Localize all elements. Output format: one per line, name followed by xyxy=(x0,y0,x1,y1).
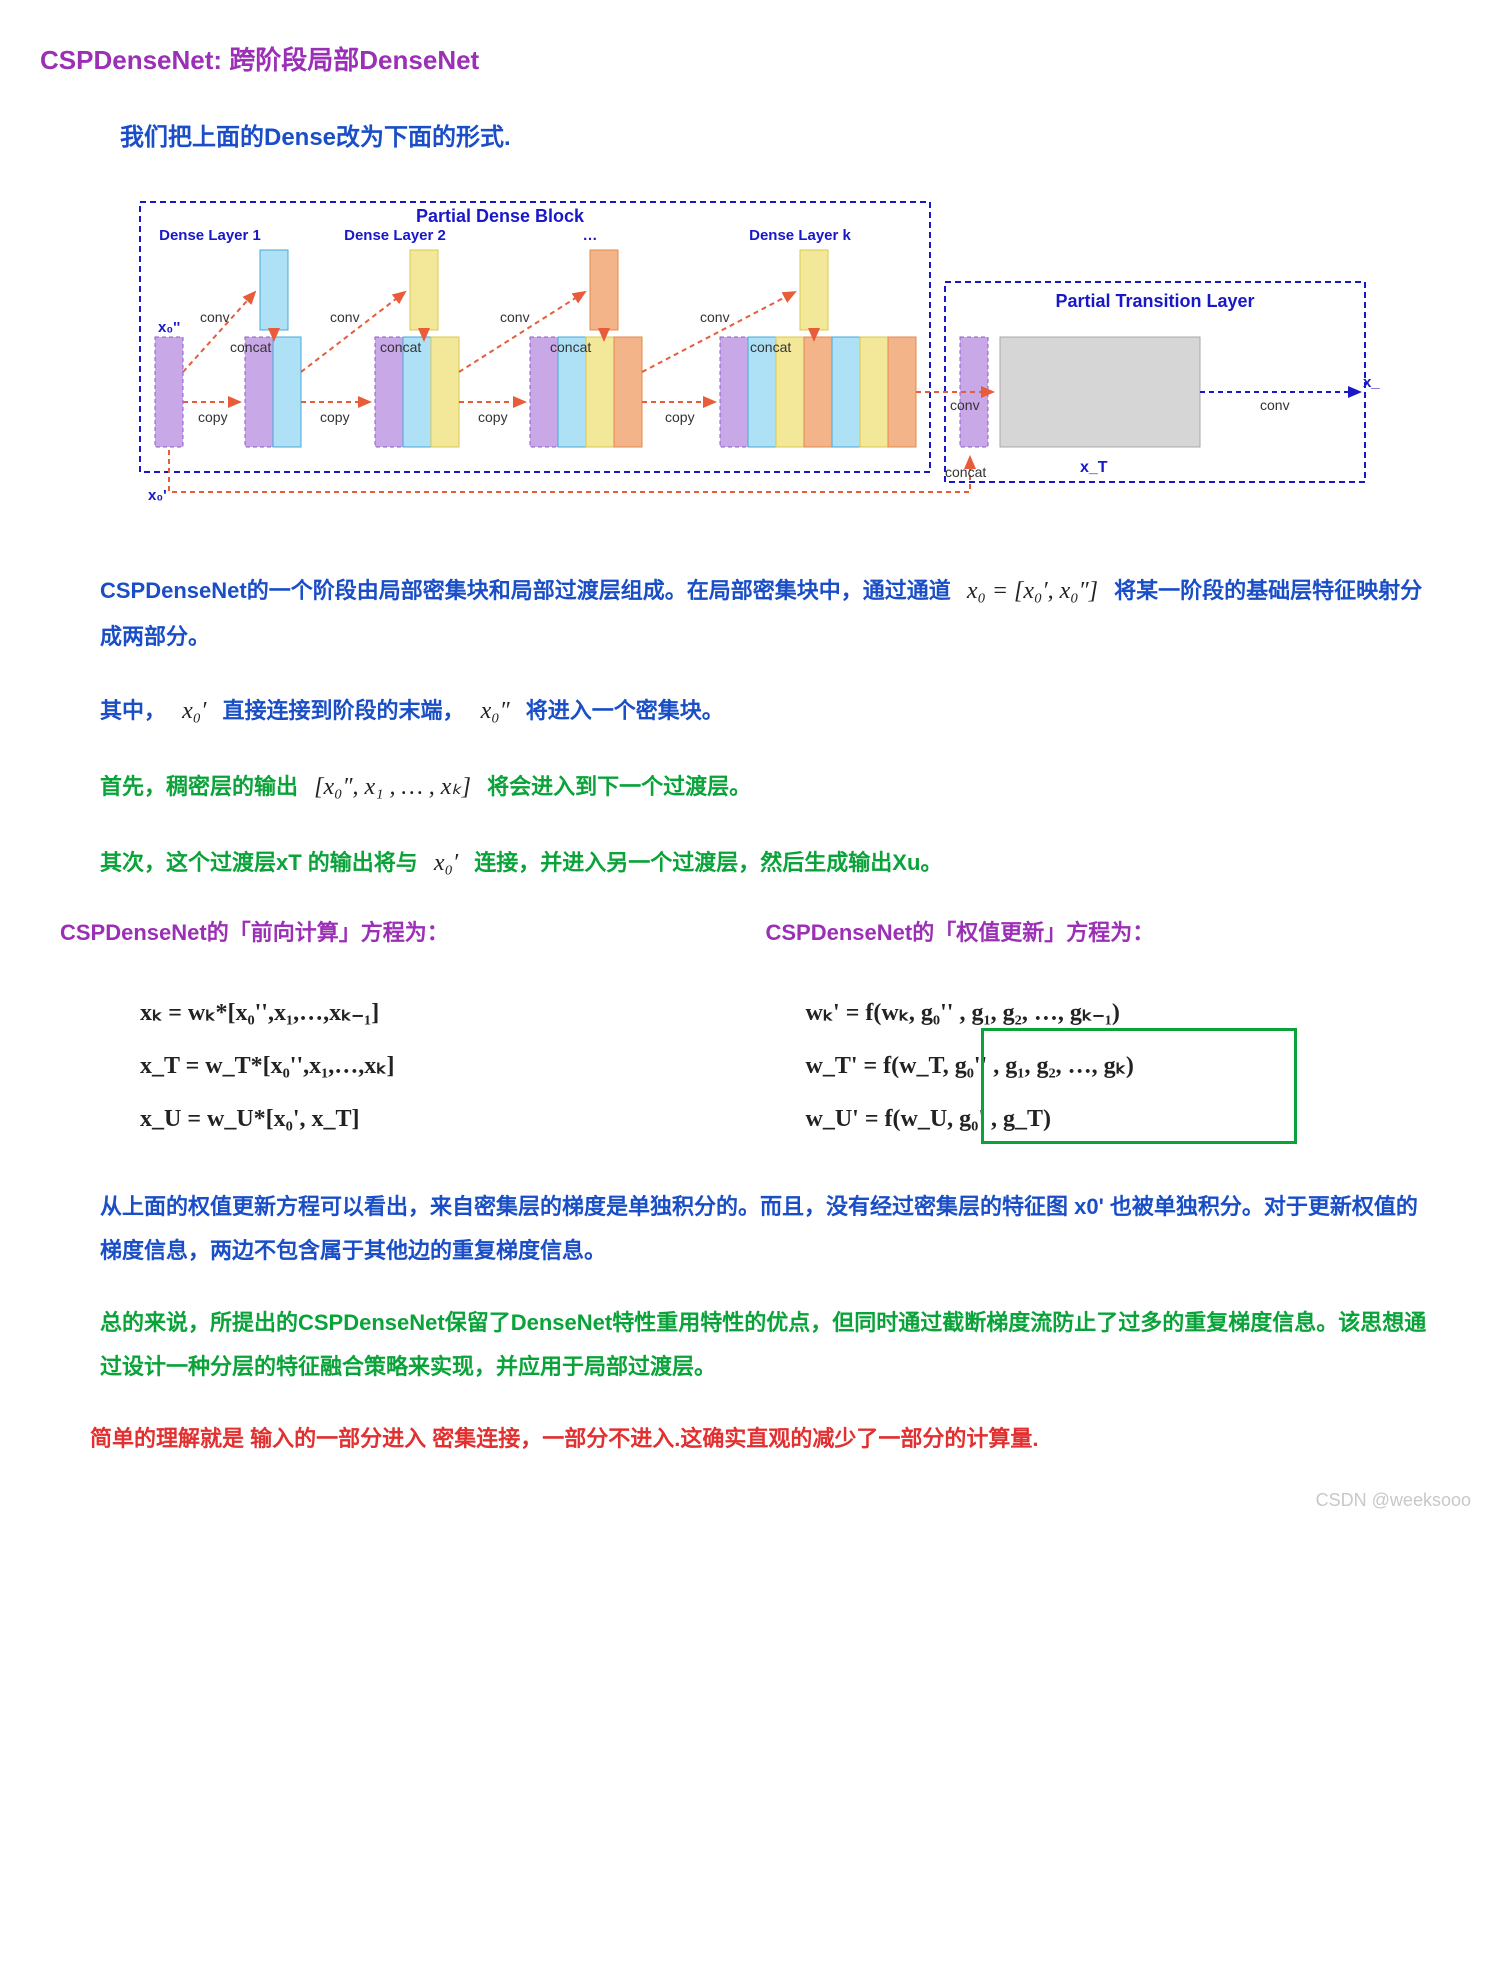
svg-text:concat: concat xyxy=(750,339,791,355)
equations-columns: CSPDenseNet的「前向计算」方程为： xₖ = wₖ*[x₀'',x₁,… xyxy=(40,915,1471,1145)
svg-text:concat: concat xyxy=(380,339,421,355)
svg-text:x_T: x_T xyxy=(1080,459,1108,476)
svg-text:concat: concat xyxy=(945,464,986,480)
paragraph-5: 从上面的权值更新方程可以看出，来自密集层的梯度是单独积分的。而且，没有经过密集层… xyxy=(100,1185,1431,1273)
svg-text:Dense Layer 1: Dense Layer 1 xyxy=(159,227,261,244)
svg-text:concat: concat xyxy=(230,339,271,355)
paragraph-1: CSPDenseNet的一个阶段由局部密集块和局部过渡层组成。在局部密集块中，通… xyxy=(100,567,1431,659)
math-x0-split: x₀ = [x₀′, x₀″] xyxy=(957,578,1108,604)
svg-text:copy: copy xyxy=(665,409,695,425)
paragraph-4: 其次，这个过渡层xT 的输出将与 x₀′ 连接，并进入另一个过渡层，然后生成输出… xyxy=(100,839,1431,887)
page-title: CSPDenseNet: 跨阶段局部DenseNet xyxy=(40,40,1471,77)
svg-text:conv: conv xyxy=(950,397,980,413)
architecture-diagram: Partial Dense Block Partial Transition L… xyxy=(120,192,1471,517)
highlight-box xyxy=(981,1028,1297,1144)
svg-text:x_U: x_U xyxy=(1363,374,1380,391)
block-title: Partial Dense Block xyxy=(416,206,585,226)
svg-text:conv: conv xyxy=(200,309,230,325)
svg-text:copy: copy xyxy=(478,409,508,425)
watermark: CSDN @weeksooo xyxy=(1316,1490,1471,1511)
trans-title: Partial Transition Layer xyxy=(1055,291,1254,311)
svg-text:conv: conv xyxy=(1260,397,1290,413)
svg-text:copy: copy xyxy=(198,409,228,425)
forward-equations: xₖ = wₖ*[x₀'',x₁,…,xₖ₋₁] x_T = w_T*[x₀''… xyxy=(140,987,766,1145)
svg-text:Dense Layer 2: Dense Layer 2 xyxy=(344,227,446,244)
svg-text:conv: conv xyxy=(700,309,730,325)
weight-update-header: CSPDenseNet的「权值更新」方程为： xyxy=(766,915,1472,947)
svg-text:x₀': x₀' xyxy=(148,487,167,504)
paragraph-7: 简单的理解就是 输入的一部分进入 密集连接，一部分不进入.这确实直观的减少了一部… xyxy=(90,1417,1431,1461)
svg-text:copy: copy xyxy=(320,409,350,425)
forward-compute-header: CSPDenseNet的「前向计算」方程为： xyxy=(60,915,766,947)
paragraph-2: 其中， x₀′ 直接连接到阶段的末端， x₀″ 将进入一个密集块。 xyxy=(100,687,1431,735)
svg-text:Dense Layer k: Dense Layer k xyxy=(749,227,851,244)
svg-text:conv: conv xyxy=(330,309,360,325)
svg-text:x₀'': x₀'' xyxy=(158,319,180,336)
paragraph-3: 首先，稠密层的输出 [x₀″, x₁ , … , xₖ] 将会进入到下一个过渡层… xyxy=(100,763,1431,811)
svg-text:conv: conv xyxy=(500,309,530,325)
svg-text:concat: concat xyxy=(550,339,591,355)
paragraph-6: 总的来说，所提出的CSPDenseNet保留了DenseNet特性重用特性的优点… xyxy=(100,1301,1431,1389)
page-subtitle: 我们把上面的Dense改为下面的形式. xyxy=(120,117,1471,152)
svg-text:…: … xyxy=(583,227,598,244)
